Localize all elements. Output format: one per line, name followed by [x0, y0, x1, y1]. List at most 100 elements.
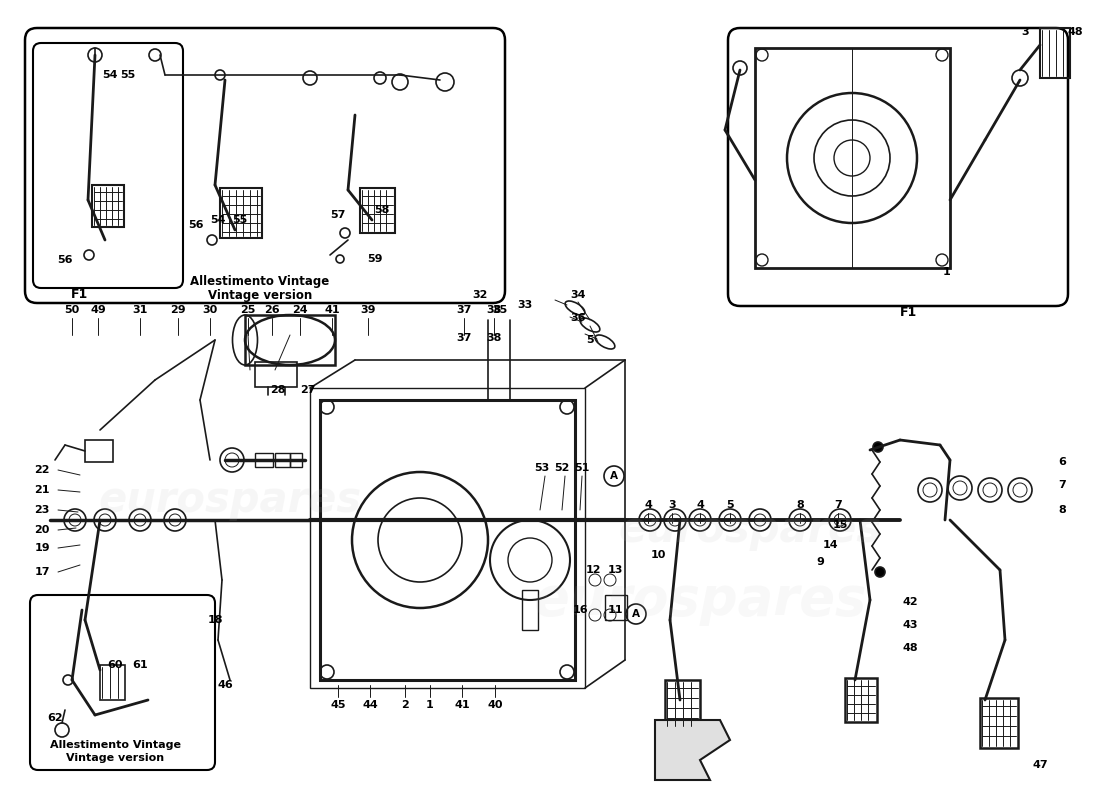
- Text: 12: 12: [585, 565, 601, 575]
- Text: 11: 11: [607, 605, 623, 615]
- Bar: [666, 680, 700, 728]
- Bar: [245, 315, 336, 365]
- Text: 55: 55: [232, 215, 248, 225]
- Bar: [310, 388, 585, 688]
- Text: 22: 22: [34, 465, 50, 475]
- Bar: [290, 453, 303, 467]
- Text: 39: 39: [361, 305, 376, 315]
- Text: 56: 56: [57, 255, 73, 265]
- Text: 25: 25: [240, 305, 255, 315]
- Text: 55: 55: [120, 70, 135, 80]
- Text: 50: 50: [65, 305, 79, 315]
- Text: 8: 8: [796, 500, 804, 510]
- Text: 9: 9: [816, 557, 824, 567]
- Text: 61: 61: [132, 660, 147, 670]
- Text: 5: 5: [726, 500, 734, 510]
- Bar: [522, 590, 538, 630]
- Text: F1: F1: [72, 289, 89, 302]
- Circle shape: [873, 442, 883, 452]
- Text: 40: 40: [487, 700, 503, 710]
- Text: 48: 48: [1067, 27, 1082, 37]
- Text: 14: 14: [822, 540, 838, 550]
- Text: 4: 4: [645, 500, 652, 510]
- Text: 8: 8: [1058, 505, 1066, 515]
- Text: 16: 16: [572, 605, 587, 615]
- Text: F1: F1: [900, 306, 917, 319]
- Bar: [845, 678, 877, 722]
- Polygon shape: [654, 720, 730, 780]
- Text: 29: 29: [170, 305, 186, 315]
- Text: 54: 54: [102, 70, 118, 80]
- Text: 10: 10: [650, 550, 666, 560]
- Text: 19: 19: [34, 543, 50, 553]
- Text: 31: 31: [132, 305, 147, 315]
- Text: A: A: [610, 471, 618, 481]
- Text: 24: 24: [293, 305, 308, 315]
- Text: 6: 6: [1058, 457, 1066, 467]
- Text: 7: 7: [1058, 480, 1066, 490]
- Text: 43: 43: [902, 620, 917, 630]
- Bar: [255, 453, 273, 467]
- Text: 2: 2: [402, 700, 409, 710]
- Text: 53: 53: [535, 463, 550, 473]
- Bar: [1040, 28, 1070, 78]
- Bar: [92, 185, 124, 227]
- Text: 49: 49: [90, 305, 106, 315]
- Bar: [605, 595, 627, 620]
- Text: 52: 52: [554, 463, 570, 473]
- Text: 21: 21: [34, 485, 50, 495]
- Text: A: A: [632, 609, 640, 619]
- Text: 18: 18: [207, 615, 222, 625]
- Text: Vintage version: Vintage version: [208, 290, 312, 302]
- Text: Allestimento Vintage: Allestimento Vintage: [50, 740, 180, 750]
- Text: 51: 51: [574, 463, 590, 473]
- Bar: [755, 48, 950, 268]
- Text: 26: 26: [264, 305, 279, 315]
- Text: 57: 57: [330, 210, 345, 220]
- Bar: [255, 362, 297, 387]
- Bar: [220, 188, 262, 238]
- Bar: [980, 698, 1018, 748]
- Text: 59: 59: [367, 254, 383, 264]
- Text: 4: 4: [696, 500, 704, 510]
- Text: 7: 7: [834, 500, 842, 510]
- Text: 47: 47: [1032, 760, 1048, 770]
- Text: 37: 37: [456, 305, 472, 315]
- Text: eurospares: eurospares: [534, 574, 867, 626]
- Text: 5: 5: [586, 335, 594, 345]
- Bar: [100, 665, 125, 700]
- Text: 15: 15: [833, 520, 848, 530]
- Text: 41: 41: [324, 305, 340, 315]
- Text: 23: 23: [34, 505, 50, 515]
- Text: 28: 28: [271, 385, 286, 395]
- Text: 17: 17: [34, 567, 50, 577]
- Text: 48: 48: [902, 643, 917, 653]
- Bar: [360, 188, 395, 233]
- Text: 1: 1: [943, 267, 950, 277]
- Text: 54: 54: [210, 215, 225, 225]
- Text: eurospares: eurospares: [98, 479, 362, 521]
- Text: 41: 41: [454, 700, 470, 710]
- Text: 33: 33: [517, 300, 532, 310]
- Text: 38: 38: [486, 305, 502, 315]
- Text: 45: 45: [330, 700, 345, 710]
- Bar: [85, 440, 113, 462]
- Text: Vintage version: Vintage version: [66, 753, 164, 763]
- Text: 30: 30: [202, 305, 218, 315]
- Text: 46: 46: [217, 680, 233, 690]
- Text: eurospares: eurospares: [618, 509, 881, 551]
- Bar: [275, 453, 290, 467]
- Text: 56: 56: [188, 220, 204, 230]
- Text: 1: 1: [426, 700, 433, 710]
- Text: Allestimento Vintage: Allestimento Vintage: [190, 275, 330, 289]
- Text: 60: 60: [108, 660, 123, 670]
- Text: 37: 37: [456, 333, 472, 343]
- Circle shape: [874, 567, 886, 577]
- Text: 36: 36: [570, 313, 585, 323]
- Text: 35: 35: [493, 305, 507, 315]
- Text: 44: 44: [362, 700, 378, 710]
- Text: 42: 42: [902, 597, 917, 607]
- Text: 27: 27: [300, 385, 316, 395]
- Text: 3: 3: [1021, 27, 1028, 37]
- Bar: [320, 400, 575, 680]
